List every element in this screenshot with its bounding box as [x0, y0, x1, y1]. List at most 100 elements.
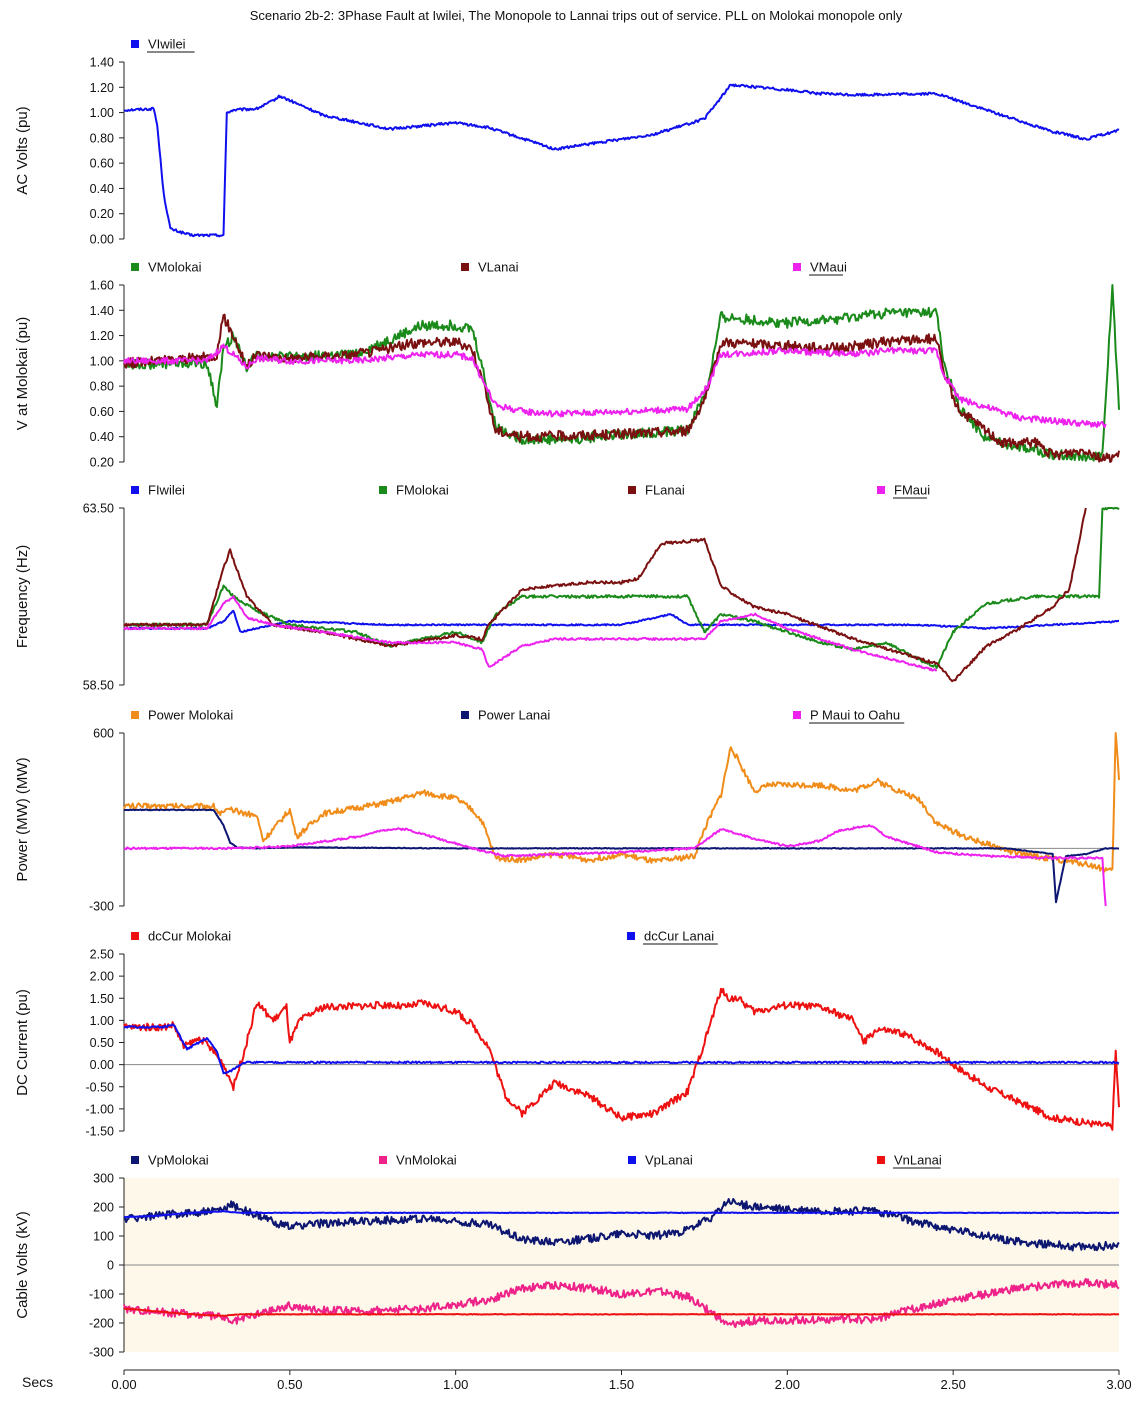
y-axis-label: Power (MW) (MW) — [14, 757, 31, 881]
x-tick-label: 2.00 — [775, 1377, 800, 1392]
series-line — [123, 284, 1120, 462]
x-tick-label: 0.50 — [277, 1377, 302, 1392]
series-line — [123, 507, 1120, 670]
x-axis-label: Secs — [22, 1374, 53, 1390]
y-tick-label: 100 — [93, 1230, 114, 1244]
plot-area — [124, 62, 1119, 239]
y-tick-label: -1.00 — [86, 1102, 115, 1116]
y-tick-label: 0.20 — [90, 207, 114, 221]
y-tick-label: 1.00 — [90, 106, 114, 120]
legend-label: FLanai — [645, 483, 685, 498]
y-tick-label: 0.50 — [90, 1036, 114, 1050]
y-tick-label: 0.00 — [90, 1058, 114, 1072]
legend-label: VMaui — [810, 260, 847, 275]
y-tick-label: 0.40 — [90, 430, 114, 444]
plot-area — [124, 733, 1119, 906]
legend-swatch — [131, 1156, 139, 1164]
legend-label: P Maui to Oahu — [810, 708, 900, 723]
x-tick-label: 1.50 — [609, 1377, 634, 1392]
y-tick-label: -300 — [89, 1346, 114, 1360]
y-axis-label: DC Current (pu) — [14, 989, 31, 1096]
y-axis-label: Frequency (Hz) — [14, 545, 31, 648]
chart-panel: -300 -200 -100 0 100 200 300 Cable Volts (kV) Vp… — [14, 1153, 1120, 1360]
x-tick-label: 1.00 — [443, 1377, 468, 1392]
chart-panel: 0.00 0.20 0.40 0.60 0.80 1.00 1.20 1.40 AC Volts… — [14, 37, 1120, 247]
legend-swatch — [793, 711, 801, 719]
legend-swatch — [461, 263, 469, 271]
chart-panel: -300 600 Power (MW) (MW) Power Molokai Power… — [14, 708, 1120, 914]
legend-swatch — [131, 40, 139, 48]
y-tick-label: 1.00 — [90, 354, 114, 368]
y-tick-label: 1.20 — [90, 329, 114, 343]
series-line — [123, 808, 1120, 904]
y-tick-label: 1.00 — [90, 1014, 114, 1028]
legend-label: Power Molokai — [148, 708, 233, 723]
y-tick-label: 58.50 — [83, 679, 114, 693]
y-tick-label: -0.50 — [86, 1080, 115, 1094]
x-tick-label: 2.50 — [941, 1377, 966, 1392]
legend-swatch — [379, 1156, 387, 1164]
y-tick-label: 1.40 — [90, 56, 114, 70]
chart-panel: -1.50 -1.00 -0.50 0.00 0.50 1.00 1.50 2.00 2.50 D… — [14, 929, 1120, 1139]
series-line — [123, 824, 1107, 907]
series-line — [123, 1023, 1120, 1075]
legend-swatch — [877, 486, 885, 494]
legend-swatch — [628, 1156, 636, 1164]
legend-swatch — [131, 932, 139, 940]
legend-label: Power Lanai — [478, 708, 550, 723]
y-tick-label: 0.80 — [90, 380, 114, 394]
series-line — [123, 1307, 1120, 1317]
series-line — [123, 987, 1120, 1131]
series-line — [123, 1277, 1120, 1329]
y-tick-label: -1.50 — [86, 1125, 115, 1139]
y-tick-label: 1.40 — [90, 304, 114, 318]
y-axis-label: V at Molokai (pu) — [14, 317, 31, 430]
y-tick-label: 0.80 — [90, 131, 114, 145]
legend-swatch — [131, 486, 139, 494]
y-tick-label: 0.60 — [90, 405, 114, 419]
y-axis-label: AC Volts (pu) — [14, 106, 31, 194]
x-tick-label: 0.00 — [111, 1377, 136, 1392]
legend-label: FIwilei — [148, 483, 185, 498]
series-line — [123, 609, 1120, 633]
legend-swatch — [131, 263, 139, 271]
x-axis: Secs 0.00 0.50 1.00 1.50 2.00 2.50 3.00 — [22, 1369, 1132, 1392]
chart-panel: 0.20 0.40 0.60 0.80 1.00 1.20 1.40 1.60 V at Mol… — [14, 260, 1120, 470]
legend-label: VpMolokai — [148, 1153, 209, 1168]
y-tick-label: 2.00 — [90, 970, 114, 984]
legend-label: VnMolokai — [396, 1153, 457, 1168]
series-line — [123, 343, 1107, 429]
legend-swatch — [627, 932, 635, 940]
x-tick-label: 3.00 — [1106, 1377, 1131, 1392]
legend-label: VIwilei — [148, 37, 186, 52]
legend-swatch — [628, 486, 636, 494]
chart-panels: 0.00 0.20 0.40 0.60 0.80 1.00 1.20 1.40 AC Volts… — [14, 37, 1120, 1360]
y-tick-label: 200 — [93, 1201, 114, 1215]
series-line — [123, 83, 1120, 238]
y-tick-label: 63.50 — [83, 502, 114, 516]
legend-label: VMolokai — [148, 260, 202, 275]
legend-label: VpLanai — [645, 1153, 693, 1168]
y-tick-label: 0.60 — [90, 157, 114, 171]
y-tick-label: 0 — [107, 1259, 114, 1273]
y-tick-label: -100 — [89, 1288, 114, 1302]
legend-label: FMaui — [894, 483, 930, 498]
legend-swatch — [379, 486, 387, 494]
y-tick-label: 1.50 — [90, 992, 114, 1006]
series-line — [123, 595, 938, 672]
series-line — [123, 1210, 1120, 1219]
legend-swatch — [877, 1156, 885, 1164]
y-axis-label: Cable Volts (kV) — [14, 1211, 31, 1319]
y-tick-label: 0.40 — [90, 182, 114, 196]
y-tick-label: 300 — [93, 1172, 114, 1186]
y-tick-label: 0.00 — [90, 233, 114, 247]
legend-swatch — [131, 711, 139, 719]
y-tick-label: 1.20 — [90, 81, 114, 95]
chart-title: Scenario 2b-2: 3Phase Fault at Iwilei, T… — [250, 8, 903, 23]
legend-label: VLanai — [478, 260, 519, 275]
legend-label: VnLanai — [894, 1153, 942, 1168]
y-tick-label: 2.50 — [90, 948, 114, 962]
series-line — [123, 1198, 1120, 1252]
legend-swatch — [793, 263, 801, 271]
